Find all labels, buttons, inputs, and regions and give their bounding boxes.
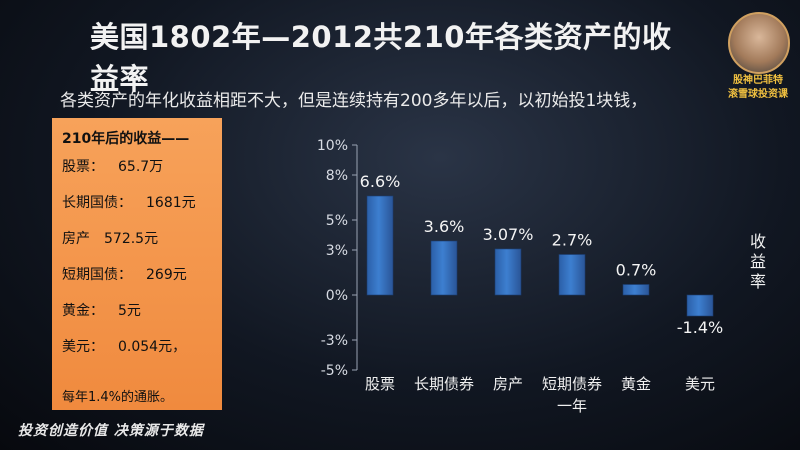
panel-row-value: 1681元: [146, 195, 196, 211]
data-label: 6.6%: [360, 172, 401, 191]
y-axis-label: 收益率: [748, 232, 768, 292]
brand-line-1: 股神巴菲特: [733, 75, 783, 86]
panel-row: 长期国债： 1681元: [62, 192, 214, 228]
x-tick-label: 美元: [685, 375, 715, 393]
y-axis-label-char: 收: [749, 232, 766, 251]
panel-row: 美元： 0.054元，: [62, 336, 214, 372]
x-tick-label: 黄金: [621, 375, 651, 393]
page-title: 美国1802年—2012共210年各类资产的收益率: [90, 20, 672, 96]
panel-row: 短期国债： 269元: [62, 264, 214, 300]
y-tick-label: 3%: [326, 243, 348, 259]
data-label: 3.6%: [424, 217, 465, 236]
y-tick-label: -5%: [321, 363, 348, 379]
bar: [366, 195, 394, 296]
panel-row: 黄金： 5元: [62, 300, 214, 336]
panel-row-value: 5元: [118, 303, 141, 319]
y-tick-label: -3%: [321, 333, 348, 349]
y-tick-label: 8%: [326, 168, 348, 184]
bar: [558, 254, 586, 296]
avatar: [728, 12, 790, 74]
x-tick-label: 长期债券: [414, 375, 474, 393]
data-label: 3.07%: [483, 225, 534, 244]
panel-row-label: 股票：: [62, 159, 104, 175]
data-label: 2.7%: [552, 231, 593, 250]
panel-row-value: 65.7万: [118, 159, 164, 175]
panel-row: 股票： 65.7万: [62, 156, 214, 192]
panel-row-label: 美元：: [62, 339, 104, 355]
panel-row-label: 黄金：: [62, 303, 104, 319]
panel-row-label: 长期国债：: [62, 195, 132, 211]
returns-panel: 210年后的收益—— 股票： 65.7万 长期国债： 1681元 房产 572.…: [52, 118, 222, 410]
data-label: 0.7%: [616, 261, 657, 280]
panel-row-label: 房产: [62, 231, 90, 247]
bar: [686, 294, 714, 317]
y-tick-label: 10%: [317, 138, 348, 154]
panel-footnote: 每年1.4%的通胀。: [62, 390, 174, 405]
x-tick-label: 股票: [365, 375, 395, 393]
data-label: -1.4%: [677, 318, 723, 337]
slogan: 投资创造价值 决策源于数据: [18, 423, 204, 439]
x-tick-label: 房产: [493, 375, 523, 393]
panel-row-label: 短期国债：: [62, 267, 132, 283]
panel-row-value: 572.5元: [104, 231, 159, 247]
bar: [494, 248, 522, 296]
y-axis-label-char: 率: [749, 272, 766, 291]
brand-line-2: 滚雪球投资课: [728, 89, 788, 100]
bar: [622, 284, 650, 296]
bar: [430, 240, 458, 296]
page-subtitle: 各类资产的年化收益相距不大，但是连续持有200多年以后，以初始投1块钱，: [60, 91, 648, 111]
panel-row-value: 269元: [146, 267, 187, 283]
panel-row-value: 0.054元，: [118, 339, 187, 355]
x-tick-label: 短期债券: [542, 375, 602, 393]
panel-heading: 210年后的收益——: [62, 131, 190, 147]
x-tick-label: 一年: [557, 397, 587, 415]
y-axis-label-char: 益: [749, 252, 766, 271]
panel-row: 房产 572.5元: [62, 228, 214, 264]
y-tick-label: 0%: [326, 288, 348, 304]
y-tick-label: 5%: [326, 213, 348, 229]
brand-label: 股神巴菲特 滚雪球投资课: [716, 74, 800, 102]
